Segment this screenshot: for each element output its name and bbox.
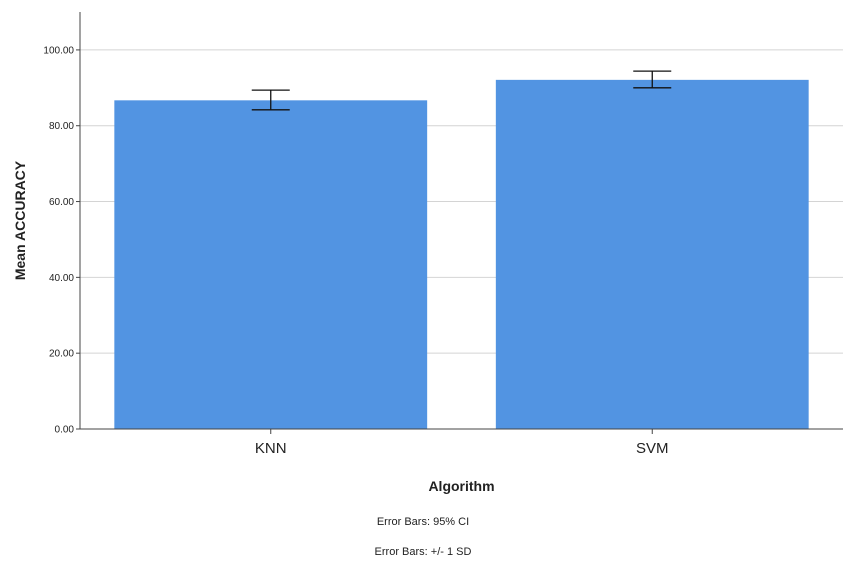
y-tick-label: 20.00 <box>49 349 74 360</box>
axis-labels: 0.00 20.00 40.00 60.00 80.00 100.00 KNN SVM Algo… <box>12 45 669 494</box>
error-bars <box>251 70 672 111</box>
y-tick-label: 80.00 <box>49 121 74 132</box>
error-bar-note-ci: Error Bars: 95% CI <box>376 516 470 528</box>
x-tick-label: KNN <box>255 440 287 457</box>
y-tick-label: 40.00 <box>49 273 74 284</box>
y-tick-label: 0.00 <box>55 425 75 436</box>
x-tick-label: SVM <box>636 440 669 457</box>
y-tick-label: 100.00 <box>43 45 74 56</box>
bar <box>495 79 809 429</box>
axes <box>76 12 843 434</box>
bar <box>114 100 428 429</box>
y-tick-label: 60.00 <box>49 197 74 208</box>
y-axis-title: Mean ACCURACY <box>12 160 28 280</box>
bars <box>114 79 809 429</box>
error-bar-note-sd: Error Bars: +/- 1 SD <box>374 546 472 558</box>
x-axis-title: Algorithm <box>428 478 494 494</box>
